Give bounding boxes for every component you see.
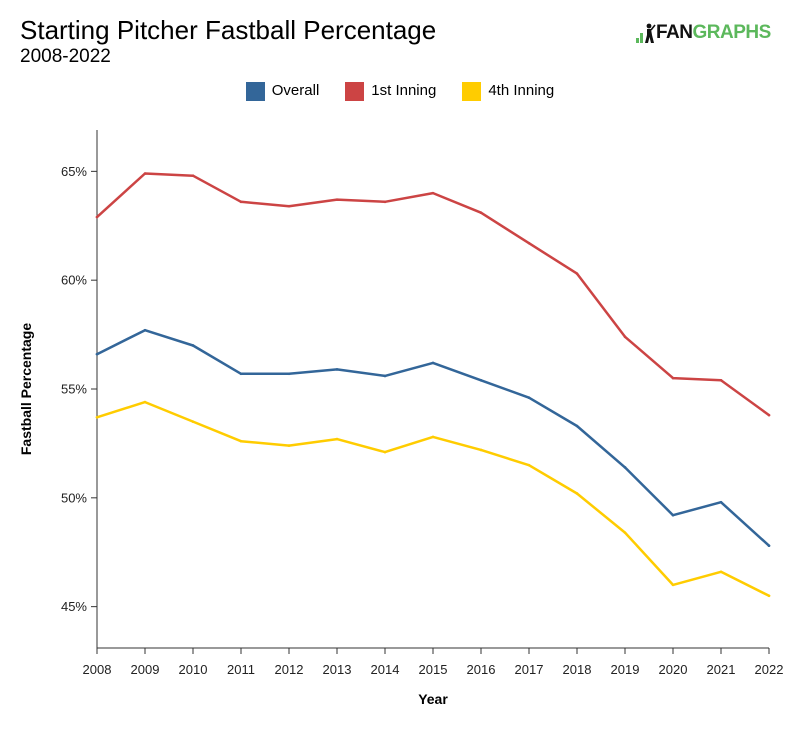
data-point-overall: [143, 328, 147, 332]
y-tick-label: 65%: [61, 164, 87, 179]
data-point-1st-inning: [287, 204, 291, 208]
data-point-overall: [623, 466, 627, 469]
x-tick-label: 2016: [467, 662, 496, 677]
data-point-4th-inning: [239, 439, 243, 443]
legend-label-4th-inning: 4th Inning: [488, 82, 555, 99]
data-point-overall: [95, 352, 99, 356]
data-point-4th-inning: [767, 594, 771, 598]
data-point-4th-inning: [287, 444, 291, 447]
x-tick-label: 2017: [515, 662, 544, 677]
chart-legend: Overall 1st Inning 4th Inning: [0, 80, 800, 102]
y-tick-label: 60%: [61, 273, 87, 288]
data-point-1st-inning: [623, 335, 627, 339]
fangraphs-logo: FAN GRAPHS: [636, 22, 771, 44]
x-tick-label: 2022: [755, 662, 784, 677]
data-point-overall: [239, 372, 243, 376]
y-tick-label: 55%: [61, 382, 87, 397]
x-tick-label: 2018: [563, 662, 592, 677]
logo-text-graphs: GRAPHS: [692, 22, 772, 43]
x-tick-label: 2011: [227, 662, 255, 677]
logo-text-fan: FAN: [656, 22, 693, 43]
fangraphs-logo-icon: [636, 23, 656, 43]
data-point-overall: [287, 372, 291, 376]
y-tick-label: 45%: [61, 599, 87, 614]
data-point-overall: [527, 396, 531, 400]
x-axis-title: Year: [418, 691, 448, 707]
x-tick-label: 2012: [275, 662, 304, 677]
data-point-4th-inning: [143, 400, 147, 404]
data-point-1st-inning: [383, 200, 387, 204]
x-tick-label: 2015: [419, 662, 448, 677]
legend-swatch-4th-inning: [462, 81, 482, 101]
x-tick-label: 2009: [131, 662, 160, 677]
chart-subtitle: 2008-2022: [20, 46, 111, 67]
data-point-4th-inning: [575, 492, 579, 495]
x-tick-label: 2020: [659, 662, 688, 677]
x-tick-label: 2021: [707, 662, 736, 677]
data-point-1st-inning: [191, 174, 195, 178]
data-point-overall: [191, 344, 195, 347]
y-tick-label: 50%: [61, 490, 87, 505]
data-point-4th-inning: [335, 437, 339, 441]
data-point-1st-inning: [239, 200, 243, 204]
data-point-1st-inning: [575, 272, 579, 275]
legend-label-1st-inning: 1st Inning: [371, 82, 437, 99]
data-point-1st-inning: [671, 376, 675, 380]
data-point-1st-inning: [143, 172, 147, 175]
legend-item-overall[interactable]: Overall: [245, 81, 320, 101]
data-point-overall: [335, 368, 339, 371]
data-point-4th-inning: [95, 415, 99, 419]
x-tick-label: 2019: [611, 662, 640, 677]
data-point-1st-inning: [479, 211, 483, 215]
data-point-4th-inning: [671, 583, 675, 587]
legend-item-1st-inning[interactable]: 1st Inning: [345, 81, 436, 101]
data-point-4th-inning: [431, 435, 435, 439]
x-tick-label: 2008: [83, 662, 112, 677]
data-point-4th-inning: [479, 448, 483, 452]
data-point-4th-inning: [719, 570, 723, 574]
x-tick-label: 2013: [323, 662, 352, 677]
data-point-1st-inning: [719, 378, 723, 382]
data-point-1st-inning: [527, 241, 531, 245]
data-point-1st-inning: [335, 198, 339, 201]
data-point-4th-inning: [623, 531, 627, 534]
chart-title: Starting Pitcher Fastball Percentage: [20, 15, 437, 45]
data-point-overall: [671, 513, 675, 517]
legend-label-overall: Overall: [271, 82, 320, 99]
legend-swatch-1st-inning: [345, 81, 365, 101]
y-axis-title: Fastball Percentage: [18, 323, 34, 455]
series-line-1st-inning: [95, 172, 771, 417]
data-point-4th-inning: [191, 420, 195, 423]
data-point-overall: [767, 544, 771, 548]
data-point-overall: [431, 361, 435, 365]
data-point-overall: [479, 378, 483, 382]
x-tick-label: 2014: [371, 662, 400, 677]
data-point-1st-inning: [95, 215, 99, 219]
data-point-4th-inning: [383, 450, 387, 454]
data-point-overall: [719, 500, 723, 504]
data-point-1st-inning: [431, 191, 435, 195]
data-point-overall: [575, 424, 579, 428]
data-point-4th-inning: [527, 463, 531, 467]
data-point-overall: [383, 374, 387, 378]
legend-swatch-overall: [245, 81, 265, 101]
data-point-1st-inning: [767, 413, 771, 417]
series-line-4th-inning: [95, 400, 771, 598]
x-tick-label: 2010: [179, 662, 208, 677]
legend-item-4th-inning[interactable]: 4th Inning: [462, 81, 554, 101]
